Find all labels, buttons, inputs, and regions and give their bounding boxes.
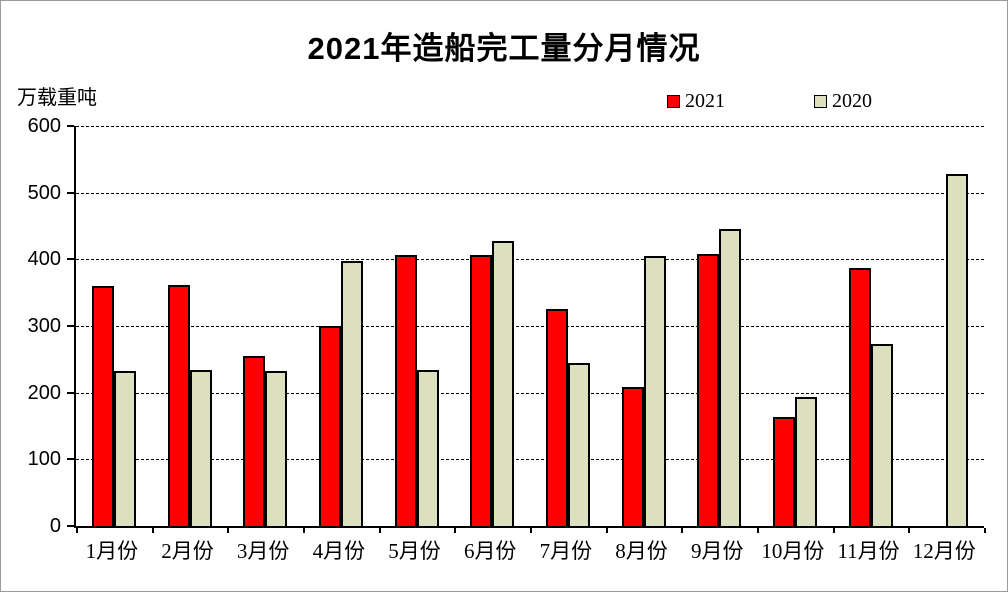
- x-tick-6: [530, 528, 532, 533]
- x-label-11月份: 11月份: [837, 539, 900, 563]
- bar-2021-10月份: [772, 416, 795, 526]
- bar-2020-2月份: [189, 370, 212, 526]
- x-tick-3: [303, 528, 305, 533]
- plot-area: [67, 125, 986, 533]
- legend-item-2021: 2021: [667, 90, 725, 112]
- x-label-5月份: 5月份: [388, 539, 441, 563]
- x-tick-4: [378, 528, 381, 533]
- legend-swatch-2020-icon: [814, 94, 827, 108]
- y-tick-400: [67, 258, 74, 261]
- bar-2020-10月份: [794, 397, 817, 526]
- bar-group-12月份: [908, 126, 984, 526]
- bar-2020-12月份: [946, 174, 969, 526]
- y-tick-600: [67, 125, 74, 127]
- gridline-100: [76, 459, 984, 461]
- y-axis-tick-labels: 0 100 200 300 400 500 600: [1, 115, 61, 537]
- bar-2020-11月份: [870, 344, 893, 526]
- x-tick-7: [605, 528, 608, 533]
- y-tick-label-0: 0: [49, 515, 61, 537]
- bar-2020-4月份: [340, 260, 363, 526]
- bar-group-7月份: [530, 126, 606, 526]
- x-label-4月份: 4月份: [312, 539, 366, 563]
- bar-2021-1月份: [91, 286, 114, 526]
- bar-2021-8月份: [621, 387, 644, 526]
- y-tick-200: [67, 391, 74, 394]
- gridline-200: [76, 392, 984, 394]
- bar-2021-5月份: [394, 255, 417, 526]
- chart-title: 2021年造船完工量分月情况: [307, 31, 701, 66]
- x-label-6月份: 6月份: [463, 539, 517, 563]
- x-tick-5: [454, 528, 457, 533]
- gridline-400: [76, 259, 984, 261]
- bar-group-2月份: [152, 126, 228, 526]
- legend-item-2020: 2020: [814, 90, 872, 112]
- x-label-2月份: 2月份: [161, 539, 214, 563]
- x-tick-0: [76, 528, 78, 533]
- x-label-12月份: 12月份: [912, 539, 976, 563]
- bar-2020-3月份: [265, 371, 288, 526]
- bar-group-10月份: [757, 126, 833, 526]
- y-tick-label-400: 400: [27, 248, 61, 271]
- x-label-3月份: 3月份: [236, 539, 290, 563]
- bar-2021-3月份: [243, 356, 266, 526]
- legend-swatch-2021-icon: [667, 94, 680, 108]
- bar-group-1月份: [76, 126, 152, 526]
- bar-2020-9月份: [719, 229, 742, 526]
- x-tick-2: [227, 528, 230, 533]
- x-tick-11: [908, 528, 911, 533]
- legend-label-2020: 2020: [832, 90, 872, 112]
- gridline-300: [76, 326, 984, 327]
- x-label-7月份: 7月份: [539, 539, 593, 563]
- bar-2020-8月份: [643, 256, 666, 526]
- bar-2021-2月份: [167, 284, 190, 526]
- x-tick-8: [681, 528, 684, 533]
- gridline-500: [76, 192, 984, 194]
- y-tick-300: [67, 325, 74, 327]
- bar-group-8月份: [606, 126, 682, 526]
- y-tick-label-300: 300: [27, 315, 61, 337]
- x-axis-labels: 1月份 2月份 3月份 4月份 5月份 6月份 7月份 8月份 9月份 10月份 11月份 12月份: [74, 535, 982, 565]
- x-label-10月份: 10月份: [761, 539, 825, 563]
- legend-label-2021: 2021: [685, 90, 725, 112]
- bar-2021-9月份: [697, 254, 720, 526]
- bar-2021-6月份: [470, 255, 493, 526]
- bar-group-3月份: [227, 126, 303, 526]
- y-tick-label-600: 600: [27, 115, 61, 137]
- y-axis-unit-label: 万载重吨: [17, 87, 97, 109]
- y-tick-label-500: 500: [27, 181, 61, 204]
- x-label-8月份: 8月份: [615, 539, 668, 563]
- x-tick-10: [832, 528, 835, 533]
- bar-2020-6月份: [492, 240, 515, 526]
- y-tick-label-100: 100: [27, 448, 61, 471]
- bar-group-6月份: [454, 126, 530, 526]
- x-tick-1: [151, 528, 154, 533]
- y-tick-label-200: 200: [27, 381, 61, 404]
- bar-2020-1月份: [113, 371, 136, 526]
- bar-group-5月份: [379, 126, 455, 526]
- bar-group-4月份: [303, 126, 379, 526]
- bar-groups: [76, 126, 984, 526]
- y-tick-100: [67, 458, 74, 461]
- bar-2020-7月份: [567, 363, 590, 526]
- x-tick-9: [757, 528, 759, 533]
- gridline-600: [76, 126, 984, 127]
- x-label-9月份: 9月份: [690, 539, 744, 563]
- x-tick-12: [984, 528, 986, 533]
- bar-group-11月份: [833, 126, 909, 526]
- bar-2021-11月份: [848, 268, 871, 526]
- bar-2020-5月份: [416, 370, 439, 526]
- bar-2021-4月份: [318, 326, 341, 526]
- bar-2021-7月份: [545, 308, 568, 526]
- y-tick-0: [67, 525, 74, 527]
- bar-group-9月份: [681, 126, 757, 526]
- y-tick-500: [67, 191, 74, 194]
- x-label-1月份: 1月份: [85, 539, 139, 563]
